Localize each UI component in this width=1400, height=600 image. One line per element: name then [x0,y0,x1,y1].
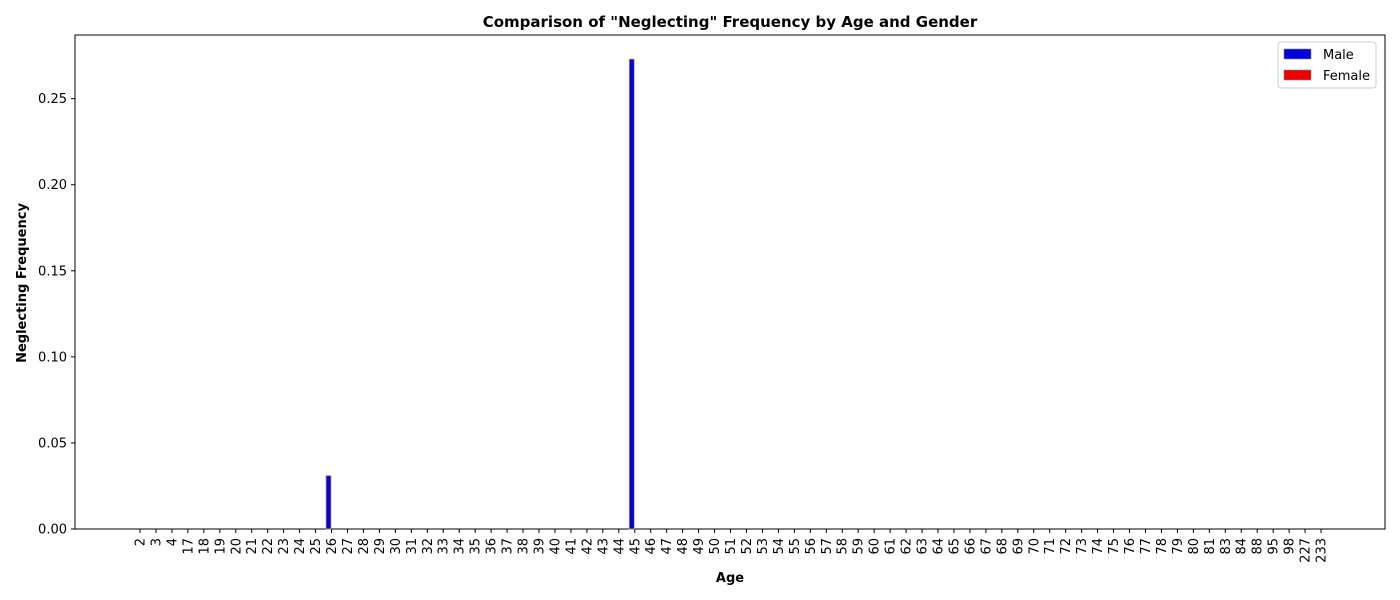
x-tick-label: 2 [134,538,149,546]
x-tick-label: 66 [963,538,978,555]
x-tick-label: 83 [1219,538,1234,555]
x-tick-label: 39 [533,538,548,555]
x-tick-label: 71 [1043,538,1058,555]
x-tick-label: 84 [1235,538,1250,555]
x-tick-label: 29 [373,538,388,555]
x-tick-label: 72 [1059,538,1074,555]
x-tick-label: 80 [1187,538,1202,555]
legend: Male Female [1277,41,1377,89]
x-tick-label: 95 [1267,538,1282,555]
x-tick-label: 17 [181,538,196,555]
x-tick-label: 52 [740,538,755,555]
x-tick-label: 41 [564,538,579,555]
legend-label-female: Female [1323,69,1370,84]
y-tick-label: 0.10 [38,350,67,365]
plot-area: 0.000.050.100.150.200.252 3 4 17 18 19 20 21 22 2… [38,34,1386,563]
x-tick-label: 233 [1315,538,1330,563]
x-tick-label: 34 [453,538,468,555]
x-tick-label: 76 [1123,538,1138,555]
x-tick-label: 45 [628,538,643,555]
x-tick-label: 37 [501,538,516,555]
x-tick-label: 69 [1011,538,1026,555]
x-tick-label: 49 [692,538,707,555]
x-tick-label: 55 [788,538,803,555]
bar-male-45 [628,58,635,530]
x-tick-label: 43 [596,538,611,555]
x-tick-label: 77 [1139,538,1154,555]
x-tick-label: 50 [708,538,723,555]
x-tick-label: 38 [517,538,532,555]
x-tick-label: 63 [916,538,931,555]
x-tick-label: 40 [548,538,563,555]
x-tick-label: 65 [947,538,962,555]
x-tick-label: 74 [1091,538,1106,555]
x-tick-label: 58 [836,538,851,555]
bar-male-26 [325,475,332,530]
x-tick-label: 18 [197,538,212,555]
x-tick-label: 19 [213,538,228,555]
legend-swatch-male [1283,48,1312,60]
x-axis-title: Age [716,571,744,586]
x-tick-label: 53 [756,538,771,555]
y-axis-title: Neglecting Frequency [15,203,30,363]
y-tick-label: 0.00 [38,523,67,538]
x-tick-label: 98 [1283,538,1298,555]
x-tick-label: 25 [309,538,324,555]
x-tick-label: 42 [580,538,595,555]
x-tick-label: 26 [325,538,340,555]
x-tick-label: 62 [900,538,915,555]
plot-frame [74,34,1386,530]
x-tick-label: 67 [979,538,994,555]
x-tick-label: 59 [852,538,867,555]
x-tick-label: 60 [868,538,883,555]
y-tick-label: 0.20 [38,178,67,193]
x-tick-label: 79 [1171,538,1186,555]
y-tick-label: 0.15 [38,264,67,279]
legend-label-male: Male [1323,48,1354,63]
x-tick-label: 4 [165,538,180,546]
x-tick-label: 20 [229,538,244,555]
x-tick-label: 54 [772,538,787,555]
x-tick-label: 61 [884,538,899,555]
chart-title: Comparison of "Neglecting" Frequency by … [483,13,978,31]
y-tick-label: 0.25 [38,92,67,107]
x-tick-label: 23 [277,538,292,555]
x-tick-label: 36 [485,538,500,555]
x-tick-label: 47 [660,538,675,555]
x-tick-label: 56 [804,538,819,555]
x-tick-label: 73 [1075,538,1090,555]
x-tick-label: 75 [1107,538,1122,555]
x-tick-label: 27 [341,538,356,555]
x-tick-label: 21 [245,538,260,555]
x-tick-label: 68 [995,538,1010,555]
x-tick-label: 30 [389,538,404,555]
x-tick-label: 51 [724,538,739,555]
legend-swatch-female [1283,69,1312,81]
x-tick-label: 35 [469,538,484,555]
x-tick-label: 44 [612,538,627,555]
x-tick-label: 46 [644,538,659,555]
x-tick-label: 32 [421,538,436,555]
x-tick-label: 48 [676,538,691,555]
y-tick-label: 0.05 [38,436,67,451]
x-tick-label: 70 [1027,538,1042,555]
x-tick-label: 28 [357,538,372,555]
x-tick-label: 88 [1251,538,1266,555]
x-tick-label: 22 [261,538,276,555]
x-tick-label: 227 [1299,538,1314,563]
x-tick-label: 24 [293,538,308,555]
x-tick-label: 3 [149,538,164,546]
x-tick-label: 78 [1155,538,1170,555]
x-tick-label: 31 [405,538,420,555]
x-tick-label: 33 [437,538,452,555]
x-tick-label: 81 [1203,538,1218,555]
x-tick-label: 57 [820,538,835,555]
x-tick-label: 64 [932,538,947,555]
